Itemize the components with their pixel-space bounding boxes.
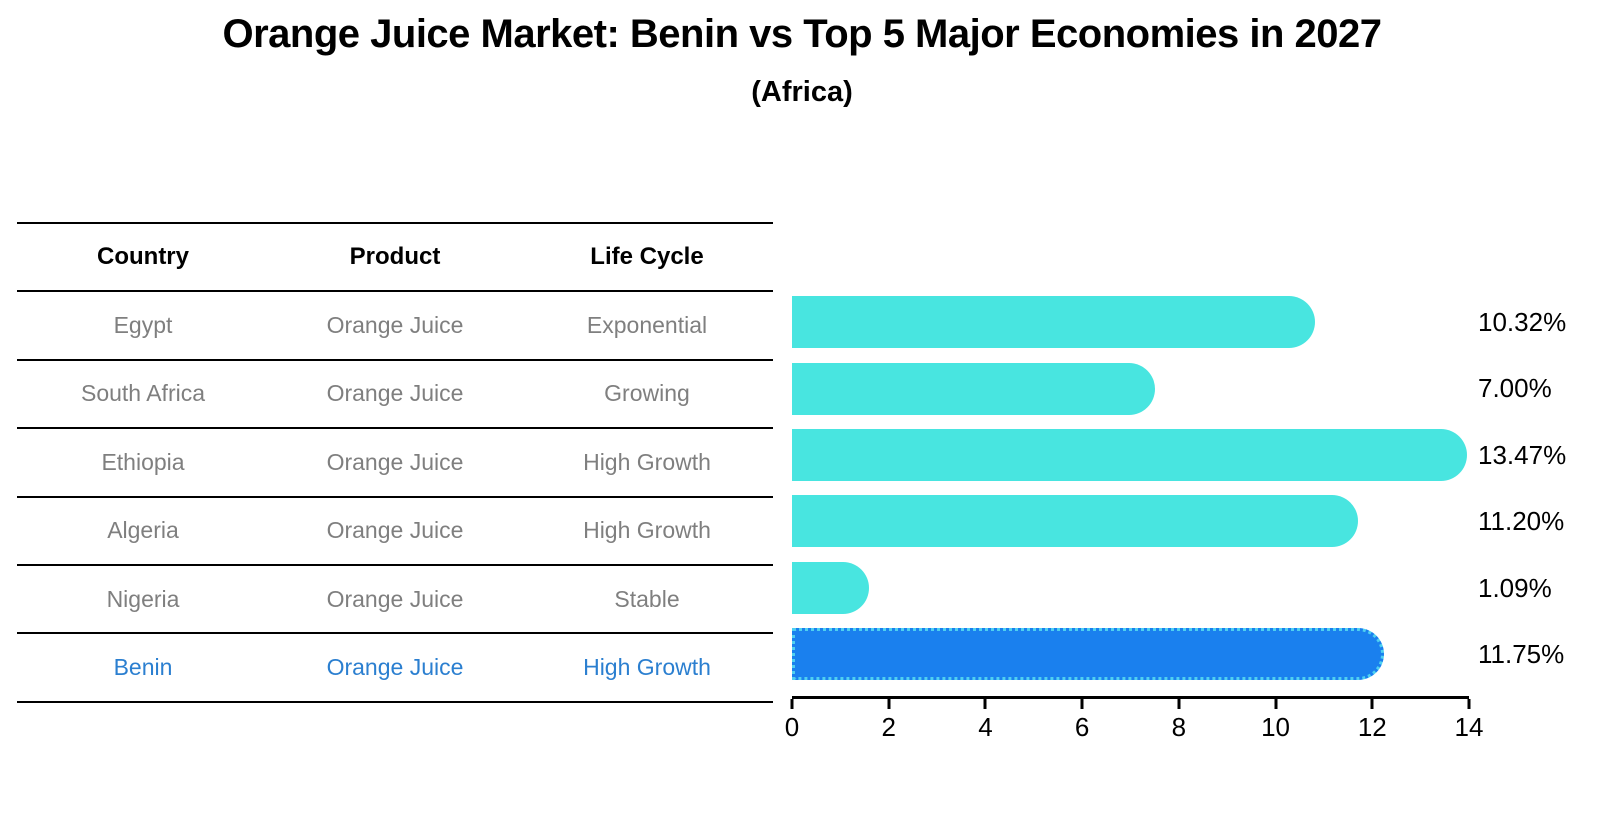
cell-country: Ethiopia [101,448,185,475]
bar-row [792,289,1469,355]
cell-product: Orange Juice [326,585,464,612]
x-tick-mark [1274,699,1278,709]
bar-chart [792,289,1469,687]
cell-country: South Africa [80,380,206,407]
x-tick-label: 2 [881,712,896,742]
bar-row [792,422,1469,488]
bar-row [792,355,1469,421]
cell-country: Benin [113,654,173,681]
cell-life-cycle: Growing [604,380,690,407]
table-row: South Africa Orange Juice Growing [17,358,773,427]
bar-egypt [792,296,1316,349]
table-row: Algeria Orange Juice High Growth [17,495,773,564]
table-row-benin-highlight: Benin Orange Juice High Growth [17,632,773,700]
column-header-product: Product [349,243,441,271]
table-row: Nigeria Orange Juice Stable [17,563,773,632]
bar-ethiopia [792,428,1468,481]
value-label-ethiopia: 13.47% [1478,439,1567,470]
chart-subtitle: (Africa) [751,76,853,108]
x-axis-line [792,696,1469,699]
x-tick-label: 14 [1454,712,1484,742]
bar-benin-highlighted [792,628,1385,681]
bar-row [792,488,1469,554]
cell-life-cycle: Exponential [586,312,708,339]
x-tick-label: 12 [1357,712,1387,742]
x-tick-mark [1370,699,1374,709]
value-label-south-africa: 7.00% [1478,373,1552,404]
cell-product: Orange Juice [326,654,464,681]
table-header-row: Country Product Life Cycle [17,222,773,290]
bar-nigeria [792,561,869,614]
x-tick-mark [887,699,891,709]
cell-country: Algeria [107,517,179,544]
cell-country: Egypt [113,312,173,339]
x-tick-label: 4 [978,712,993,742]
table-row: Egypt Orange Juice Exponential [17,290,773,358]
cell-life-cycle: High Growth [583,517,711,544]
x-axis: 0 2 4 6 8 10 12 14 [785,696,1483,756]
value-label-benin: 11.75% [1478,638,1565,669]
chart-title: Orange Juice Market: Benin vs Top 5 Majo… [222,12,1382,56]
column-header-country: Country [97,243,189,271]
bar-algeria [792,495,1358,548]
value-label-egypt: 10.32% [1478,307,1567,337]
cell-product: Orange Juice [326,448,464,475]
cell-life-cycle: High Growth [583,448,711,475]
cell-product: Orange Juice [326,517,464,544]
cell-life-cycle: High Growth [583,654,711,681]
x-tick-label: 0 [784,712,800,742]
value-labels: 10.32% 7.00% 13.47% 11.20% 1.09% 11.75% [1478,289,1566,687]
x-tick-label: 6 [1074,712,1090,742]
bar-row [792,555,1469,621]
bar-row [792,621,1469,687]
cell-product: Orange Juice [326,380,464,407]
x-tick-mark [1467,699,1471,709]
table-row: Ethiopia Orange Juice High Growth [17,427,773,495]
cell-country: Nigeria [106,585,180,612]
column-header-life-cycle: Life Cycle [590,243,704,271]
x-tick-label: 10 [1261,712,1291,742]
value-label-nigeria: 1.09% [1478,572,1552,603]
x-tick-mark [1177,699,1181,709]
x-tick-mark [1080,699,1084,709]
comparison-table: Country Product Life Cycle Egypt Orange … [17,222,773,703]
cell-product: Orange Juice [326,312,464,339]
x-tick-mark [983,699,987,709]
cell-life-cycle: Stable [614,585,680,612]
x-tick-mark [790,699,794,709]
x-tick-label: 8 [1171,712,1187,742]
bar-south-africa [792,362,1155,415]
value-label-algeria: 11.20% [1478,506,1565,537]
